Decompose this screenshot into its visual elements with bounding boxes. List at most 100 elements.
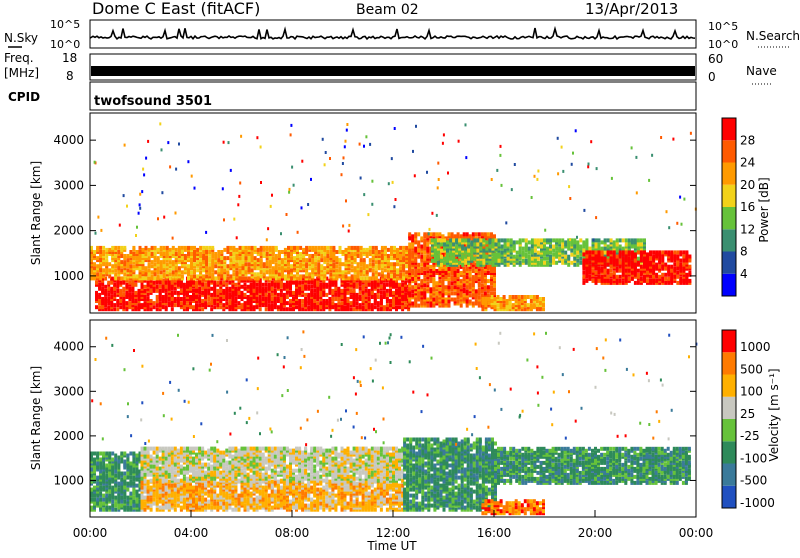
data-cell [404, 281, 407, 285]
data-cell [530, 295, 533, 299]
data-cell [219, 281, 222, 285]
scatter-cell [635, 156, 637, 159]
data-cell [525, 243, 528, 247]
data-cell [248, 276, 251, 280]
data-cell [549, 238, 552, 242]
scatter-cell [431, 212, 433, 215]
data-cell [125, 283, 128, 287]
data-cell [464, 238, 467, 242]
data-cell [533, 295, 536, 299]
data-cell [156, 295, 159, 299]
data-cell [552, 245, 555, 249]
data-cell [178, 246, 181, 250]
data-cell [310, 289, 313, 293]
data-cell [211, 258, 214, 262]
data-cell [637, 281, 640, 285]
ytick-label: 3000 [53, 178, 84, 192]
data-cell [245, 250, 248, 254]
scatter-cell [301, 160, 303, 163]
data-cell [455, 259, 458, 263]
data-cell [595, 265, 598, 269]
data-cell [99, 250, 102, 254]
scatter-cell [307, 203, 309, 206]
data-cell [582, 240, 585, 244]
data-cell [102, 498, 105, 502]
scatter-cell [588, 163, 590, 166]
data-cell [463, 287, 466, 291]
data-cell [374, 293, 377, 297]
data-cell [446, 240, 449, 244]
data-cell [470, 240, 473, 244]
data-cell [637, 269, 640, 273]
data-cell [201, 291, 204, 295]
data-cell [435, 291, 438, 295]
data-cell [536, 295, 539, 299]
data-cell [579, 257, 582, 261]
data-cell [235, 248, 238, 252]
data-cell [595, 277, 598, 281]
data-cell [411, 302, 414, 306]
data-cell [467, 238, 470, 242]
data-cell [105, 506, 108, 510]
data-cell [210, 287, 213, 291]
data-cell [390, 246, 393, 250]
scatter-cell [501, 184, 503, 187]
data-cell [354, 266, 357, 270]
data-cell [278, 250, 281, 254]
data-cell [234, 297, 237, 301]
data-cell [481, 297, 484, 301]
data-cell [360, 258, 363, 262]
data-cell [426, 304, 429, 308]
data-cell [393, 262, 396, 266]
data-cell [461, 238, 464, 242]
data-cell [139, 246, 142, 250]
data-cell [290, 246, 293, 250]
scatter-cell [631, 146, 633, 149]
scatter-cell [437, 186, 439, 189]
data-cell [374, 305, 377, 309]
data-cell [402, 250, 405, 254]
data-cell [166, 270, 169, 274]
data-cell [317, 246, 320, 250]
data-cell [543, 238, 546, 242]
data-cell [277, 293, 280, 297]
data-cell [472, 302, 475, 306]
data-cell [395, 289, 398, 293]
data-cell [380, 285, 383, 289]
data-cell [299, 252, 302, 256]
scatter-cell [392, 181, 394, 184]
data-cell [286, 281, 289, 285]
data-cell [142, 276, 145, 280]
data-cell [384, 246, 387, 250]
colorbar-segment [722, 118, 736, 140]
data-cell [525, 259, 528, 263]
data-cell [494, 297, 497, 301]
data-cell [527, 303, 530, 307]
data-cell [484, 285, 487, 289]
data-cell [123, 254, 126, 258]
data-cell [129, 260, 132, 264]
data-cell [293, 256, 296, 260]
data-cell [524, 295, 527, 299]
data-cell [319, 283, 322, 287]
data-cell [181, 270, 184, 274]
data-cell [437, 255, 440, 259]
data-cell [378, 250, 381, 254]
data-cell [454, 291, 457, 295]
data-cell [256, 287, 259, 291]
data-cell [492, 238, 495, 242]
data-cell [169, 276, 172, 280]
data-cell [501, 245, 504, 249]
data-cell [254, 272, 257, 276]
data-cell [123, 460, 126, 464]
scatter-cell [590, 140, 592, 143]
data-cell [604, 238, 607, 242]
data-cell [253, 305, 256, 309]
data-cell [101, 297, 104, 301]
data-cell [144, 295, 147, 299]
data-cell [582, 271, 585, 275]
data-cell [619, 238, 622, 242]
scatter-cell [119, 224, 121, 227]
data-cell [493, 234, 496, 238]
data-cell [437, 261, 440, 265]
